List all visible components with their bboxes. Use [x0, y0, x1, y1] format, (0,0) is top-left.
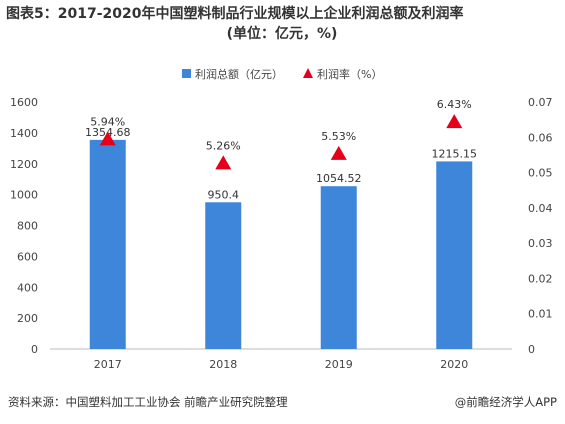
y-left-tick-label: 600	[17, 250, 38, 263]
legend-swatch-rate	[303, 68, 313, 78]
rate-value-label: 5.26%	[206, 139, 241, 152]
y-left-tick-label: 0	[31, 343, 38, 356]
y-right-tick-label: 0.05	[528, 167, 553, 180]
bar-value-label: 950.4	[208, 188, 240, 201]
rate-marker	[330, 145, 347, 160]
y-right-tick-label: 0.03	[528, 237, 553, 250]
bar	[89, 139, 126, 349]
x-tick-label: 2020	[440, 358, 468, 371]
y-right-tick-label: 0.02	[528, 272, 553, 285]
legend-swatch-profit	[182, 69, 191, 78]
chart: 0 200 400 600 800 1000 1200 1400 1600 0 0.01 0.02 0.…	[10, 67, 553, 371]
rate-marker	[99, 131, 116, 146]
rate-marker	[446, 114, 463, 129]
rate-value-label: 5.94%	[90, 115, 125, 128]
y-right-tick-label: 0.01	[528, 308, 553, 321]
x-tick-label: 2017	[94, 358, 122, 371]
title-line-2: (单位：亿元，%)	[226, 26, 338, 42]
y-left-tick-label: 200	[17, 312, 38, 325]
rate-marker	[215, 155, 232, 170]
y-left-tick-label: 400	[17, 281, 38, 294]
y-right-tick-label: 0.06	[528, 131, 553, 144]
x-tick-label: 2018	[209, 358, 237, 371]
legend-label-rate: 利润率（%）	[317, 67, 382, 81]
x-tick-label: 2019	[325, 358, 353, 371]
y-left-tick-label: 1000	[10, 189, 38, 202]
y-right-tick-label: 0.07	[528, 96, 553, 109]
y-right-tick-label: 0.04	[528, 202, 553, 215]
rate-value-label: 6.43%	[437, 98, 472, 111]
rate-value-label: 5.53%	[321, 130, 356, 143]
y-left-tick-label: 1400	[10, 127, 38, 140]
chart-title: 图表5：2017-2020年中国塑料制品行业规模以上企业利润总额及利润率 (单位…	[6, 4, 558, 44]
y-right-tick-label: 0	[528, 343, 535, 356]
bar	[205, 202, 242, 349]
y-left-tick-label: 800	[17, 220, 38, 233]
y-left-tick-label: 1600	[10, 96, 38, 109]
legend-label-profit: 利润总额（亿元）	[195, 67, 283, 81]
bar	[320, 186, 357, 349]
bar	[436, 161, 473, 349]
y-left-tick-label: 1200	[10, 158, 38, 171]
bar-value-label: 1215.15	[432, 147, 478, 160]
brand-credit: @前瞻经济学人APP	[454, 395, 557, 409]
source-note: 资料来源：中国塑料加工工业协会 前瞻产业研究院整理	[8, 395, 288, 409]
title-line-1: 图表5：2017-2020年中国塑料制品行业规模以上企业利润总额及利润率	[6, 6, 464, 22]
bar-value-label: 1054.52	[316, 172, 362, 185]
